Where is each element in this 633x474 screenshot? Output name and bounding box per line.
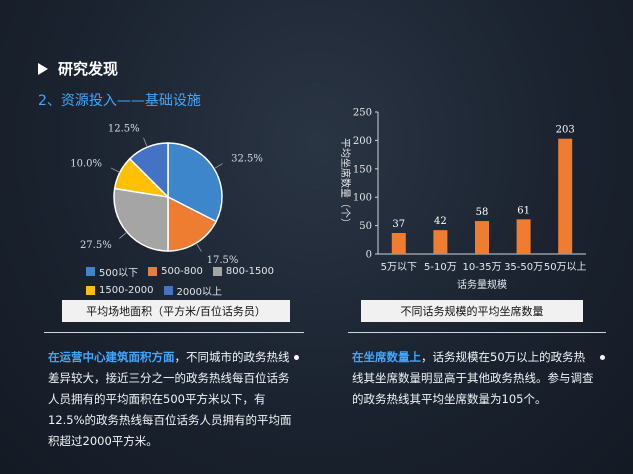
section-header: 研究发现 2、资源投入——基础设施: [38, 58, 201, 109]
left-note-dot: [294, 355, 299, 360]
pie-leader-line: [195, 242, 202, 252]
play-triangle-icon: [38, 62, 48, 75]
legend-swatch: [86, 286, 95, 295]
pie-slice: [113, 187, 169, 252]
legend-label: 800-1500: [225, 266, 275, 277]
section-subtitle: 2、资源投入——基础设施: [38, 93, 201, 109]
legend-item: 500以下: [86, 264, 138, 279]
legend-item: 800-1500: [212, 264, 275, 279]
legend-swatch: [86, 267, 95, 276]
left-note-body: ，不同城市的政务热线差异较大，接近三分之一的政务热线每百位话务人员拥有的平均面积…: [48, 350, 292, 448]
legend-item: 1500-2000: [86, 283, 154, 298]
bar-value-label: 37: [392, 219, 405, 230]
bar: [516, 219, 531, 254]
pie-value-label: 10.0%: [70, 158, 102, 169]
left-note-highlight: 在运营中心建筑面积方面: [48, 350, 175, 364]
pie-leader-line: [119, 231, 128, 239]
y-tick-label: 100: [353, 193, 372, 204]
y-tick-label: 0: [366, 250, 372, 261]
legend-label: 500以下: [99, 268, 139, 279]
pie-leader-line: [143, 137, 148, 148]
pie-value-label: 12.5%: [108, 124, 140, 135]
bar-caption: 不同话务规模的平均坐席数量: [361, 300, 583, 322]
right-note-dot: [600, 355, 605, 360]
pie-caption: 平均场地面积（平方米/百位话务员）: [62, 300, 290, 322]
section-title: 研究发现: [38, 58, 118, 79]
bar-value-label: 203: [556, 125, 575, 136]
bar: [475, 221, 489, 254]
pie-slice: [128, 142, 169, 199]
bar-chart: 0 50 100 150 200 250 37 5万以下 42 5-10万 58 10-35万 61 35…: [339, 108, 587, 292]
legend-item: 500-800: [148, 264, 203, 279]
x-tick-label: 5-10万: [424, 262, 457, 273]
left-note-text: 在运营中心建筑面积方面，不同城市的政务热线差异较大，接近三分之一的政务热线每百位…: [48, 347, 296, 452]
right-note-body: ，话务规模在50万以上的政务热线其坐席数量明显高于其他政务热线。参与调查的政务热…: [352, 350, 594, 406]
pie-slice: [167, 142, 223, 223]
pie-value-label: 27.5%: [80, 240, 112, 251]
x-tick-label: 35-50万: [504, 262, 543, 273]
pie-chart: 32.5% 17.5% 27.5% 10.0% 12.5%: [70, 124, 263, 266]
x-tick-label: 10-35万: [462, 262, 501, 273]
x-tick-label: 5万以下: [381, 262, 417, 273]
bar: [558, 138, 573, 254]
section-title-text: 研究发现: [58, 60, 119, 78]
right-note: 在坐席数量上，话务规模在50万以上的政务热线其坐席数量明显高于其他政务热线。参与…: [348, 332, 606, 462]
pie-value-label: 32.5%: [231, 153, 263, 164]
legend-label: 2000以上: [176, 287, 222, 298]
legend-label: 500-800: [161, 266, 203, 277]
y-tick-label: 250: [353, 108, 372, 119]
legend-swatch: [148, 267, 158, 276]
x-tick-label: 50万以上: [544, 261, 587, 273]
y-tick-label: 150: [353, 164, 372, 175]
y-tick-label: 50: [359, 221, 372, 232]
bar-value-label: 61: [517, 205, 530, 216]
bar-value-label: 58: [476, 207, 489, 218]
bar: [433, 230, 448, 254]
pie-legend: 500以下 500-800 800-1500 1500-2000 2000以上: [86, 264, 296, 298]
y-tick-label: 200: [353, 136, 372, 147]
legend-swatch: [163, 286, 173, 295]
pie-leader-line: [110, 167, 121, 173]
pie-slice: [167, 195, 218, 252]
bar: [391, 232, 406, 254]
x-axis-label: 话务量规模: [457, 278, 507, 291]
legend-item: 2000以上: [163, 283, 222, 298]
right-note-highlight: 在坐席数量上: [352, 350, 421, 364]
pie-value-label: 17.5%: [207, 255, 239, 266]
y-axis-label: 平均坐席数量（个）: [339, 138, 352, 228]
pie-leader-line: [213, 163, 223, 170]
left-note: 在运营中心建筑面积方面，不同城市的政务热线差异较大，接近三分之一的政务热线每百位…: [44, 332, 304, 462]
bar-value-label: 42: [434, 216, 447, 227]
legend-swatch: [212, 267, 222, 276]
legend-label: 1500-2000: [99, 285, 154, 296]
right-note-text: 在坐席数量上，话务规模在50万以上的政务热线其坐席数量明显高于其他政务热线。参与…: [352, 347, 596, 410]
